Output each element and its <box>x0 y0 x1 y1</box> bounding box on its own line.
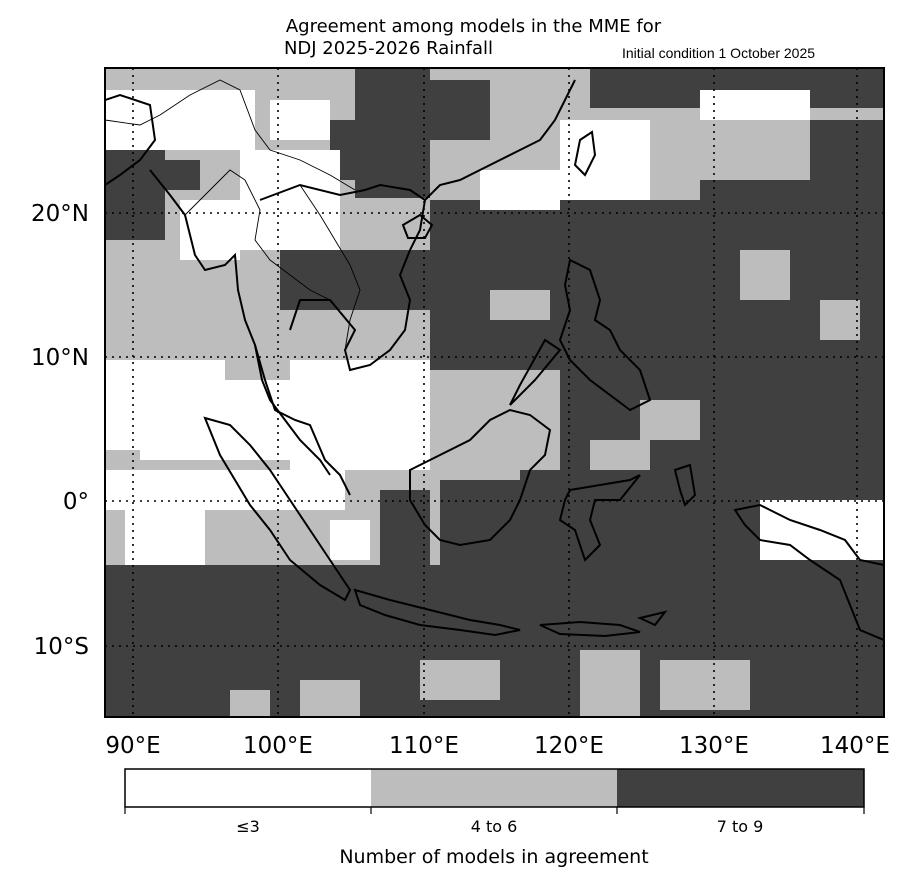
lat-label-eq: 0° <box>63 489 89 515</box>
lon-label-100e: 100°E <box>243 733 313 759</box>
gridlines <box>105 68 884 717</box>
country-borders <box>105 79 361 351</box>
map-frame <box>104 67 885 718</box>
colorbar: ≤3 4 to 6 7 to 9 Number of models in agr… <box>124 768 865 868</box>
agreement-field <box>105 68 884 717</box>
colorbar-swatch-le3 <box>125 769 371 807</box>
lon-label-140e: 140°E <box>820 733 890 759</box>
colorbar-swatch-7to9 <box>617 769 864 807</box>
colorbar-frame <box>124 768 865 808</box>
initial-condition-label: Initial condition 1 October 2025 <box>622 45 816 61</box>
title-line-2: NDJ 2025-2026 Rainfall <box>283 38 494 59</box>
title-line-1: Agreement among models in the MME for <box>285 16 662 37</box>
colorbar-label-le3: ≤3 <box>236 817 260 836</box>
category-4to6-patches <box>105 250 860 717</box>
lon-label-120e: 120°E <box>534 733 604 759</box>
colorbar-title: Number of models in agreement <box>339 846 648 868</box>
lat-label-10n: 10°N <box>31 345 89 371</box>
colorbar-label-4to6: 4 to 6 <box>471 817 518 836</box>
lon-label-90e: 90°E <box>105 733 160 759</box>
lat-label-10s: 10°S <box>34 634 89 660</box>
category-le3-regions <box>105 90 884 565</box>
coastlines <box>105 79 884 642</box>
lon-label-110e: 110°E <box>389 733 459 759</box>
colorbar-ticks <box>124 807 865 814</box>
colorbar-label-7to9: 7 to 9 <box>717 817 764 836</box>
lat-label-20n: 20°N <box>31 201 89 227</box>
lon-label-130e: 130°E <box>679 733 749 759</box>
colorbar-swatch-4to6 <box>371 769 617 807</box>
